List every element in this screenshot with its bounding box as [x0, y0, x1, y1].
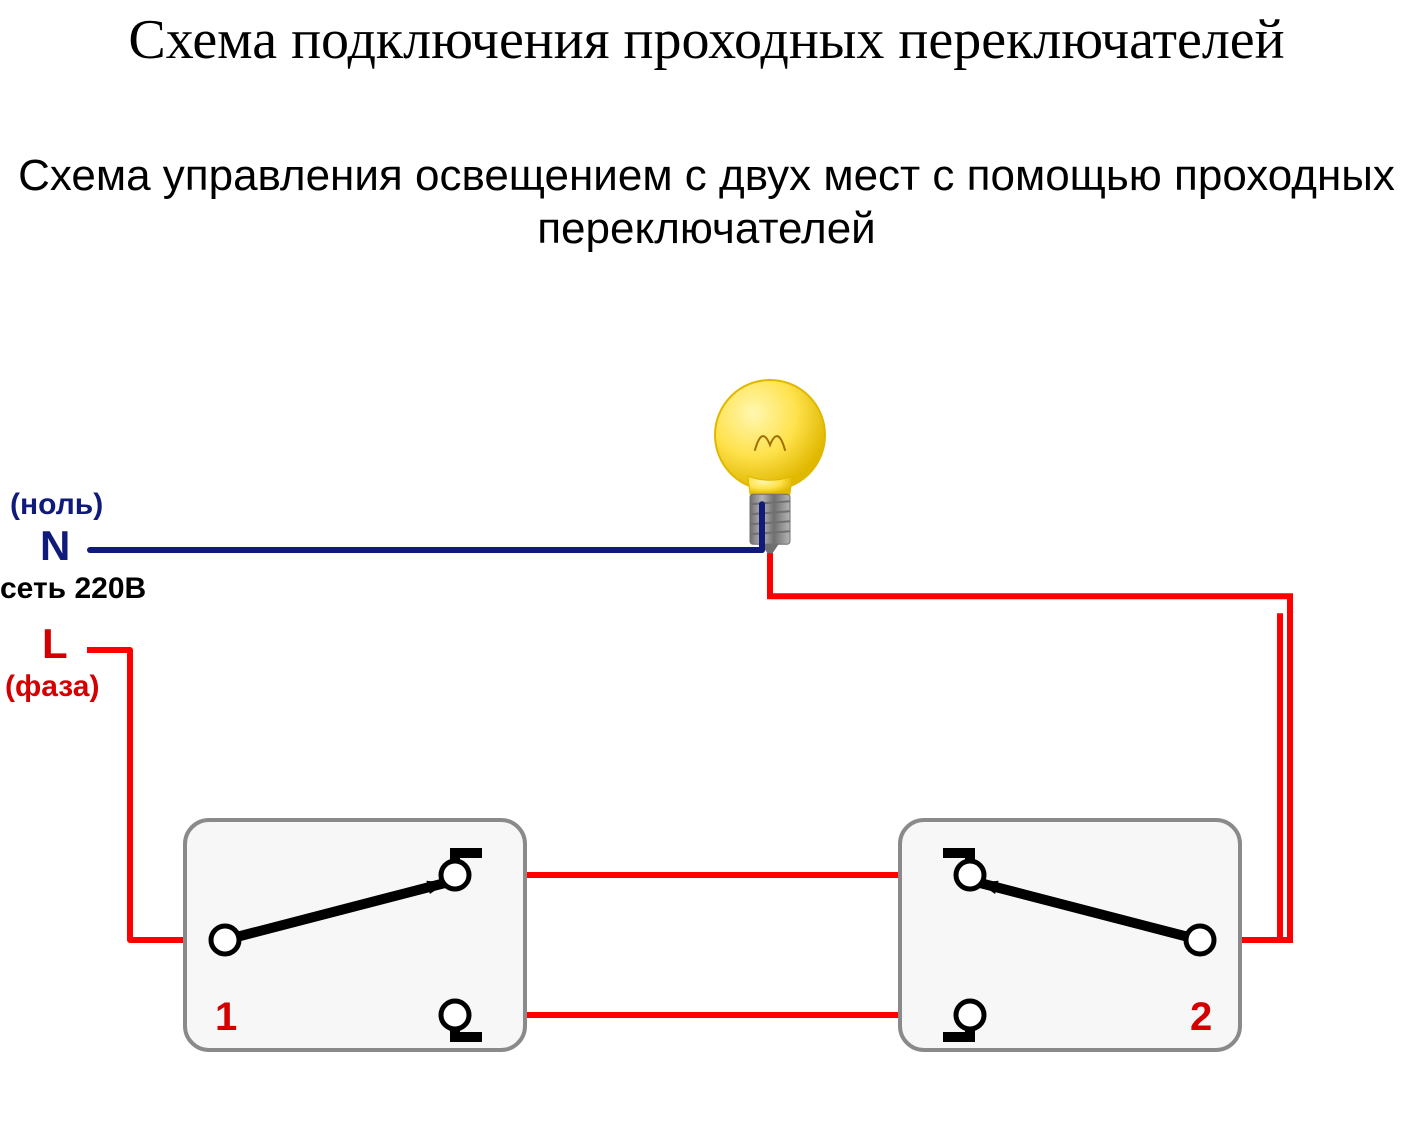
neutral-letter-label: N [40, 522, 70, 570]
diagram-area: (ноль) N сеть 220В L (фаза) 1 2 [0, 350, 1413, 1116]
line-paren-label: (фаза) [5, 670, 99, 704]
switch-2-label: 2 [1190, 995, 1212, 1040]
main-title: Схема подключения проходных переключател… [0, 10, 1413, 72]
switch-1-label: 1 [215, 995, 237, 1040]
mains-info-label: сеть 220В [0, 572, 146, 606]
line-letter-label: L [42, 620, 68, 668]
page: Схема подключения проходных переключател… [0, 0, 1413, 1116]
neutral-paren-label: (ноль) [10, 488, 103, 522]
subtitle: Схема управления освещением с двух мест … [0, 150, 1413, 256]
